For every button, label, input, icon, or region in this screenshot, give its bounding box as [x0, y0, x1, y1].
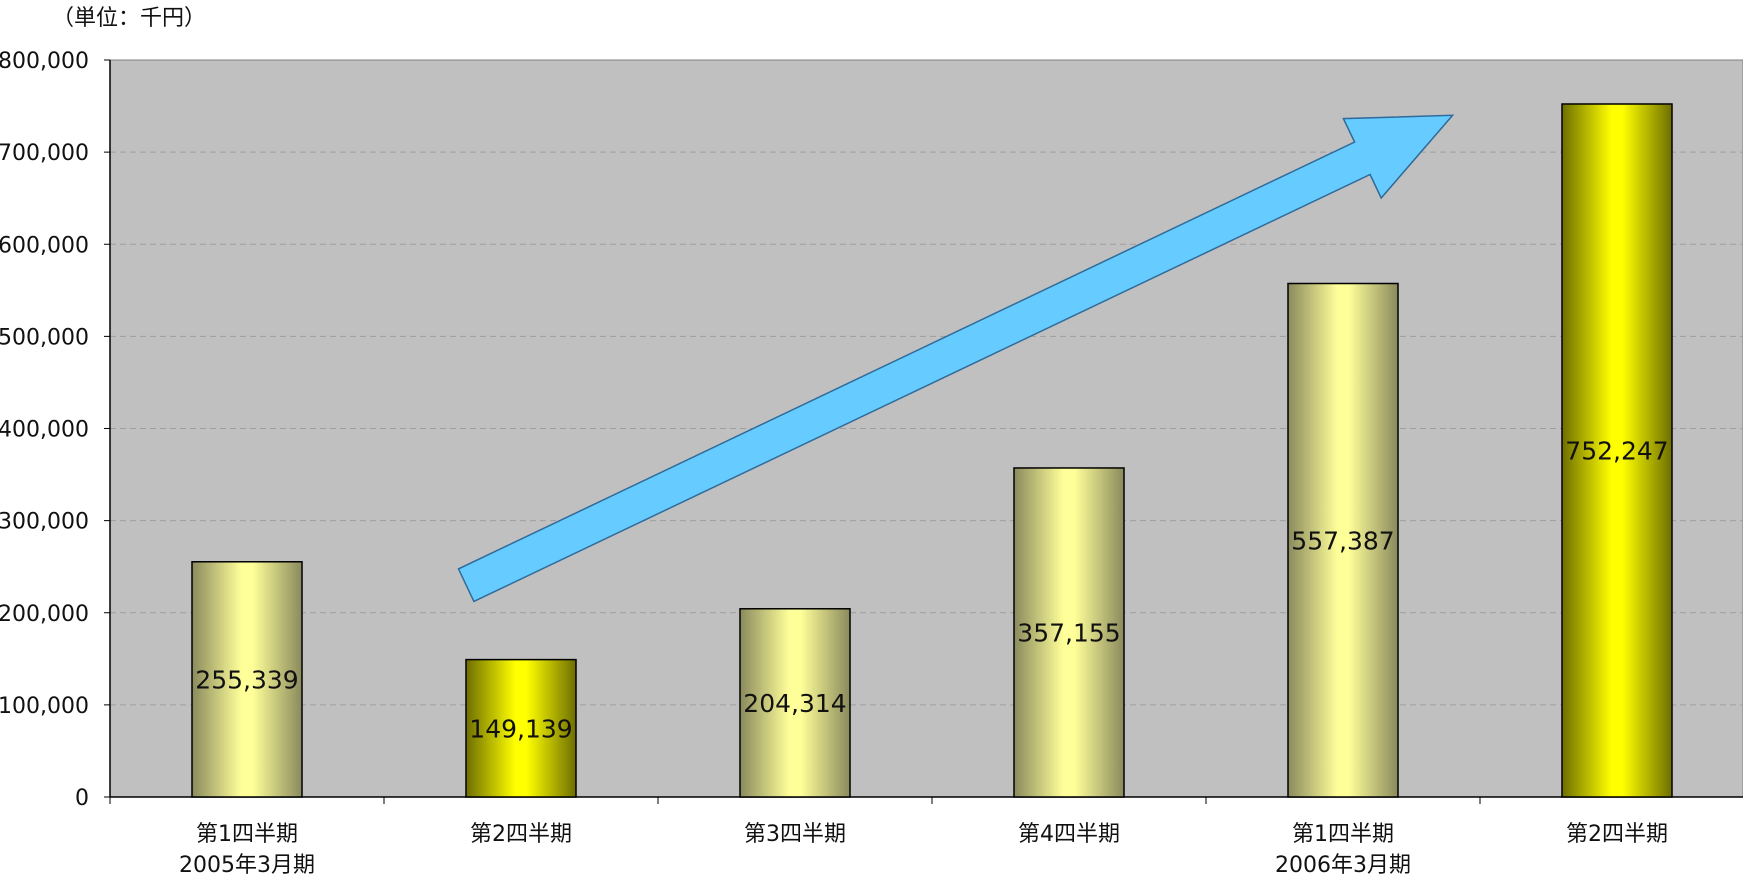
x-tick-label: 第1四半期 — [1292, 822, 1394, 847]
y-tick-label: 100,000 — [0, 694, 89, 719]
x-tick-label: 2006年3月期 — [1275, 853, 1411, 875]
x-tick-label: 2005年3月期 — [179, 853, 315, 875]
bar — [1013, 467, 1125, 798]
y-axis: 0 100,000 200,000 300,000 400,000 500,000 600,… — [0, 49, 111, 811]
y-tick-label: 500,000 — [0, 325, 89, 350]
bar-value-label: 255,339 — [195, 665, 298, 694]
y-tick-label: 400,000 — [0, 418, 89, 443]
bars — [191, 103, 1673, 798]
grid-lines — [110, 151, 1743, 706]
bar-value-label: 557,387 — [1291, 526, 1394, 555]
x-tick-label: 第2四半期 — [1566, 822, 1668, 847]
y-tick-label: 800,000 — [0, 49, 89, 74]
x-tick-label: 第3四半期 — [744, 822, 846, 847]
bar-value-labels: 255,339 149,139 204,314 357,155 557,387 752,2… — [195, 436, 1668, 743]
bar — [465, 658, 577, 798]
bar-value-label: 149,139 — [469, 714, 572, 743]
bar-value-label: 752,247 — [1565, 436, 1668, 465]
trend-annotation — [457, 114, 1455, 603]
x-axis: 第1四半期 2005年3月期 第2四半期 第3四半期 第4四半期 第1四半期 2006年3月… — [109, 796, 1743, 875]
y-tick-label: 700,000 — [0, 141, 89, 166]
y-tick-label: 200,000 — [0, 602, 89, 627]
x-tick-label: 第1四半期 — [196, 822, 298, 847]
y-tick-label: 600,000 — [0, 233, 89, 258]
x-tick-label: 第2四半期 — [470, 822, 572, 847]
bar-value-label: 357,155 — [1017, 618, 1120, 647]
y-tick-label: 300,000 — [0, 510, 89, 535]
bar — [191, 561, 303, 798]
bar — [1287, 282, 1399, 798]
bar-value-label: 204,314 — [743, 689, 846, 718]
unit-label: （単位：千円） — [52, 6, 207, 31]
up-trend-arrow — [457, 114, 1455, 603]
bar — [1561, 103, 1673, 798]
y-tick-label: 0 — [75, 786, 89, 811]
bar — [739, 608, 851, 798]
x-tick-label: 第4四半期 — [1018, 822, 1120, 847]
